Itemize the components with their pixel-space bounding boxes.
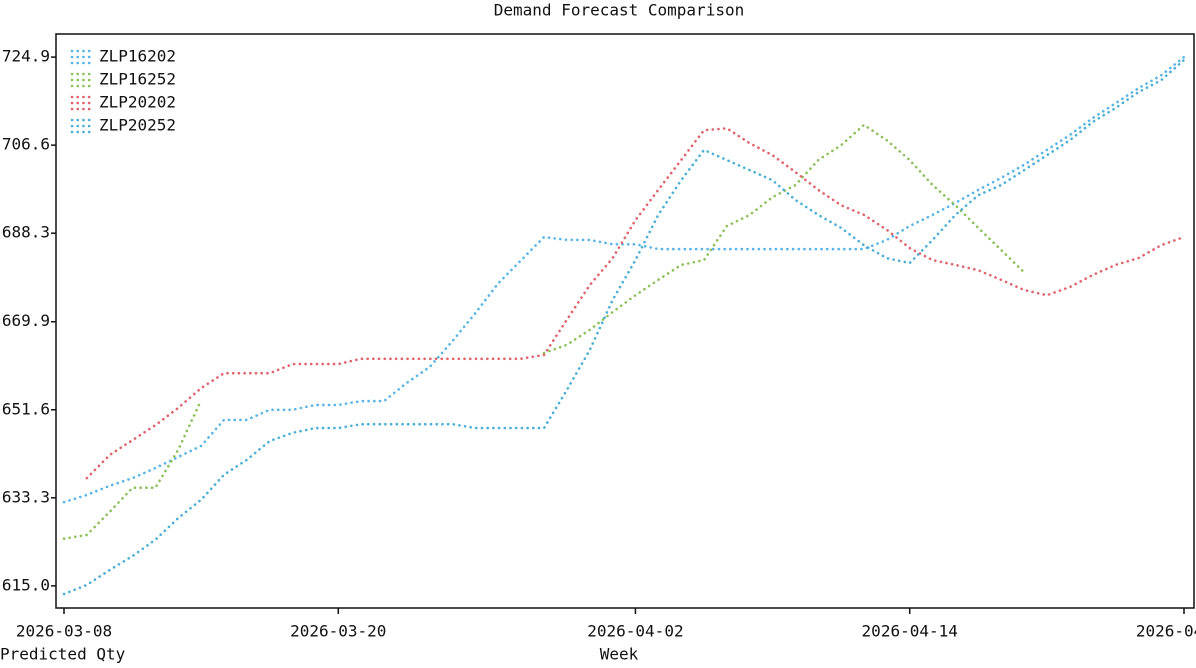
series-line	[85, 126, 1186, 480]
legend-label: ZLP16202	[99, 47, 176, 66]
x-tick-label: 2026-03-08	[16, 622, 112, 641]
y-tick-label: 615.0	[2, 575, 50, 594]
x-tick-label: 2026-04-14	[862, 622, 958, 641]
chart-title: Demand Forecast Comparison	[494, 1, 744, 20]
y-tick-label: 633.3	[2, 487, 50, 506]
series-line	[62, 123, 1026, 541]
x-tick-label: 2026-04-26	[1136, 622, 1196, 641]
y-tick-label: 669.9	[2, 311, 50, 330]
y-tick-label: 724.9	[2, 47, 50, 66]
y-tick-label: 651.6	[2, 399, 50, 418]
legend-label: ZLP20252	[99, 116, 176, 135]
y-axis-label: Predicted Qty	[0, 645, 126, 664]
y-tick-label: 688.3	[2, 223, 50, 242]
legend-label: ZLP20202	[99, 93, 176, 112]
x-tick-label: 2026-04-02	[587, 622, 683, 641]
plot-frame	[55, 33, 1195, 609]
x-tick-label: 2026-03-20	[290, 622, 386, 641]
y-tick-label: 706.6	[2, 135, 50, 154]
x-axis-label: Week	[600, 645, 639, 664]
series-line	[62, 55, 1186, 504]
series-line	[62, 58, 1186, 596]
legend-label: ZLP16252	[99, 70, 176, 89]
